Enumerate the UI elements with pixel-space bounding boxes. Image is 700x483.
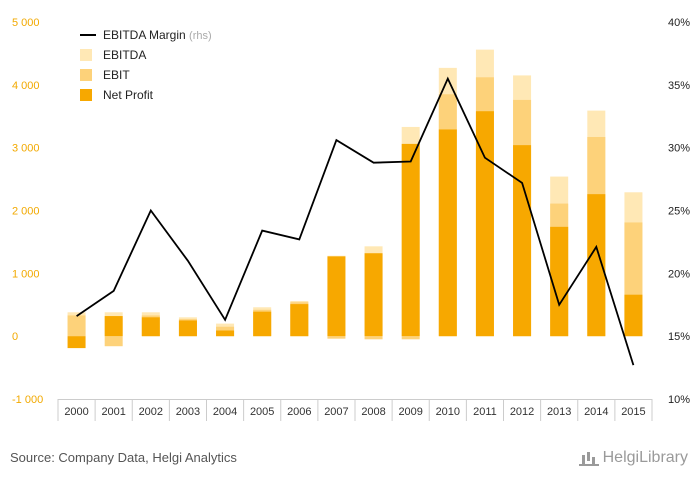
- x-tick-label: 2010: [436, 406, 460, 418]
- ebit-bar-2001: [104, 336, 123, 347]
- right-tick-label: 20%: [668, 268, 690, 280]
- left-tick-label: -1 000: [12, 394, 43, 406]
- right-tick-label: 10%: [668, 394, 690, 406]
- legend: EBITDA Margin (rhs) EBITDA EBIT Net Prof…: [80, 28, 212, 102]
- ebit-bar-2007: [327, 336, 346, 339]
- x-tick-label: 2000: [64, 406, 88, 418]
- x-tick-label: 2001: [101, 406, 125, 418]
- ebit-bar-2008: [364, 336, 383, 340]
- net-profit-bar-2003: [178, 320, 197, 337]
- right-tick-label: 30%: [668, 143, 690, 155]
- x-tick-label: 2007: [324, 406, 348, 418]
- legend-ebitda: EBITDA: [103, 48, 146, 62]
- x-tick-label: 2002: [139, 406, 163, 418]
- net-profit-bar-2004: [216, 330, 235, 337]
- right-tick-label: 25%: [668, 206, 690, 218]
- x-tick-label: 2009: [398, 406, 422, 418]
- source-note: Source: Company Data, Helgi Analytics: [10, 450, 237, 465]
- ebitda-margin-line: [76, 76, 635, 366]
- left-tick-label: 4 000: [12, 80, 40, 92]
- x-tick-label: 2013: [547, 406, 571, 418]
- x-axis-ticks: 2000 2001 2002 2003 2004 2005 2006 2007 2008 2009…: [57, 399, 653, 421]
- x-tick-label: 2011: [473, 406, 497, 418]
- chart: -1 000 0 1 000 2 000 3 000 4 000 5 000 10% 15% 2…: [12, 17, 690, 421]
- library-icon: [578, 450, 599, 466]
- x-tick-label: 2014: [584, 406, 608, 418]
- x-tick-label: 2015: [621, 406, 645, 418]
- x-tick-label: 2006: [287, 406, 311, 418]
- left-tick-label: 1 000: [12, 268, 40, 280]
- right-tick-label: 40%: [668, 17, 690, 29]
- x-tick-label: 2004: [213, 406, 237, 418]
- x-tick-label: 2012: [510, 406, 534, 418]
- net-profit-bar-2005: [253, 311, 272, 337]
- ebit-bar-2000: [67, 315, 86, 337]
- x-tick-label: 2008: [361, 406, 385, 418]
- net-profit-bar-2011: [475, 111, 494, 337]
- net-profit-bar-2000: [67, 336, 86, 349]
- x-tick-label: 2005: [250, 406, 274, 418]
- helgi-library-logo: HelgiLibrary: [578, 449, 688, 467]
- net-profit-bar-2007: [327, 256, 346, 337]
- net-profit-bar-2001: [104, 316, 123, 337]
- legend-ebit: EBIT: [103, 68, 130, 82]
- right-tick-label: 35%: [668, 80, 690, 92]
- left-tick-label: 0: [12, 331, 18, 343]
- x-tick-label: 2003: [176, 406, 200, 418]
- net-profit-bar-2013: [550, 226, 569, 337]
- net-profit-bar-2012: [513, 145, 532, 337]
- net-profit-bar-2009: [401, 143, 420, 337]
- legend-net-profit: Net Profit: [103, 88, 154, 102]
- left-tick-label: 5 000: [12, 17, 40, 29]
- ebit-bar-2009: [401, 336, 420, 340]
- net-profit-bars: [67, 111, 643, 349]
- net-profit-bar-2008: [364, 253, 383, 337]
- left-axis-ticks: -1 000 0 1 000 2 000 3 000 4 000 5 000: [12, 17, 43, 406]
- right-tick-label: 15%: [668, 331, 690, 343]
- net-profit-bar-2010: [438, 129, 457, 337]
- net-profit-bar-2006: [290, 304, 309, 337]
- legend-ebitda-margin: EBITDA Margin (rhs): [103, 28, 212, 42]
- net-profit-bar-2015: [624, 294, 643, 337]
- left-tick-label: 3 000: [12, 143, 40, 155]
- left-tick-label: 2 000: [12, 206, 40, 218]
- right-axis-ticks: 10% 15% 20% 25% 30% 35% 40%: [668, 17, 690, 406]
- net-profit-bar-2014: [587, 194, 606, 337]
- net-profit-bar-2002: [141, 317, 160, 337]
